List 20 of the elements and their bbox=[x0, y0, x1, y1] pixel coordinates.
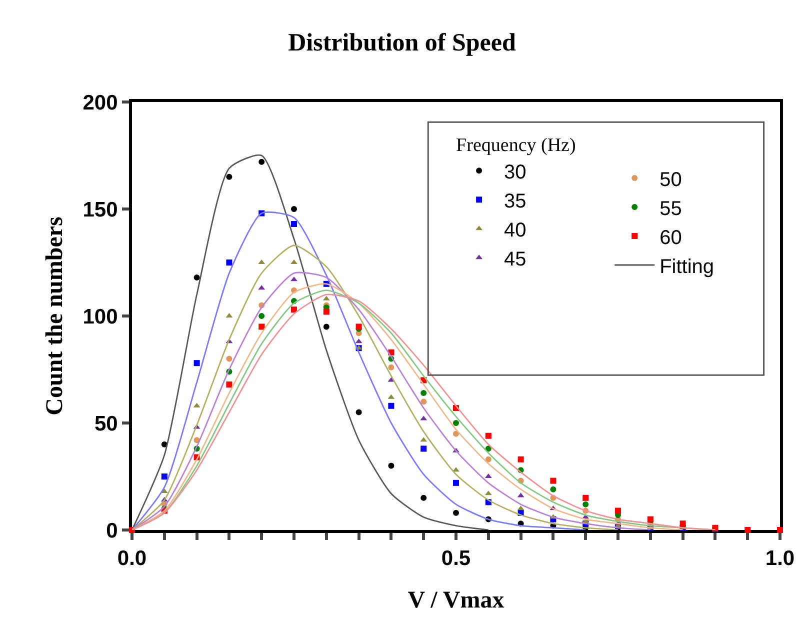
chart-title: Distribution of Speed bbox=[288, 29, 516, 56]
legend-label: 30 bbox=[504, 161, 526, 184]
legend-label: 50 bbox=[660, 168, 682, 191]
legend-label: 45 bbox=[504, 248, 526, 270]
y-axis-title: Count the numbers bbox=[42, 216, 68, 416]
legend-label: 40 bbox=[504, 219, 526, 242]
legend-title: Frequency (Hz) bbox=[456, 135, 576, 156]
y-tick-label: 100 bbox=[82, 305, 118, 328]
y-tick-label: 150 bbox=[82, 198, 118, 222]
legend-label: 35 bbox=[504, 190, 526, 212]
legend-label: Fitting bbox=[660, 256, 714, 278]
x-tick-label: 1.0 bbox=[765, 547, 795, 570]
x-axis-title: V / Vmax bbox=[408, 588, 504, 614]
x-tick-label: 0.5 bbox=[441, 547, 471, 570]
legend-label: 55 bbox=[660, 198, 682, 220]
y-tick-label: 200 bbox=[82, 91, 118, 114]
y-tick-label: 50 bbox=[94, 412, 118, 436]
y-tick-label: 0 bbox=[106, 519, 118, 542]
x-tick-label: 0.0 bbox=[117, 547, 147, 570]
legend-label: 60 bbox=[660, 226, 682, 249]
